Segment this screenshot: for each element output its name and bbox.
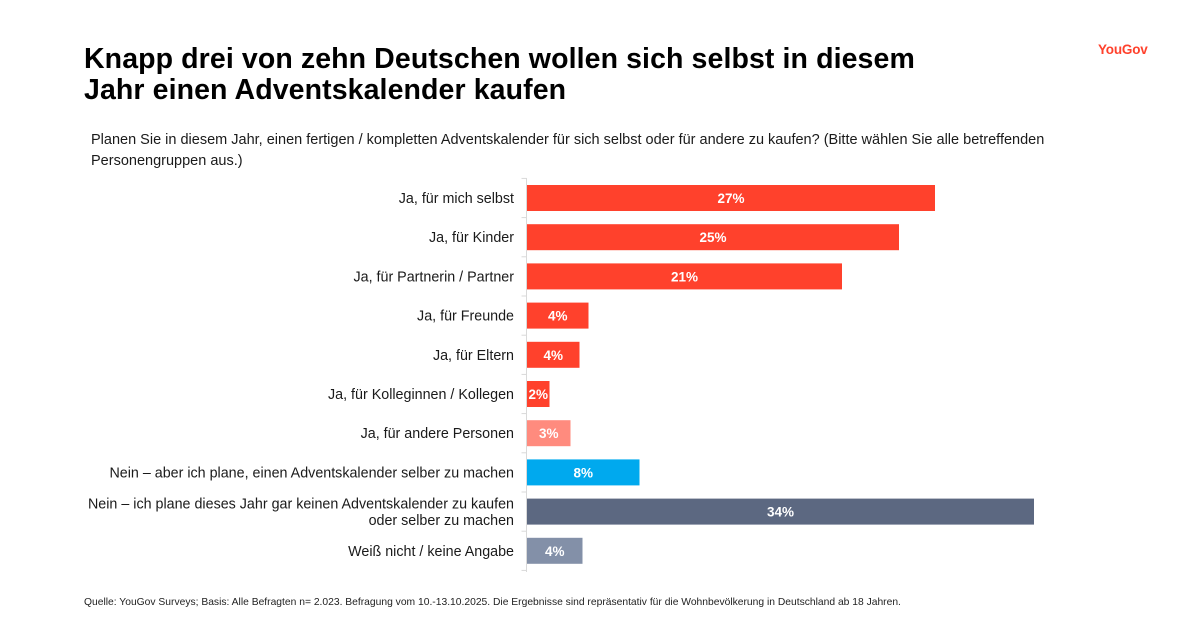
bar <box>527 498 1034 525</box>
category-label: Weiß nicht / keine Angabe <box>348 544 514 560</box>
category-label: Ja, für Kinder <box>429 230 514 246</box>
category-label: Ja, für Eltern <box>433 348 514 364</box>
category-label: Ja, für Freunde <box>417 309 514 325</box>
category-label: Nein – ich plane dieses Jahr gar keinen … <box>88 496 514 512</box>
bar <box>527 263 842 290</box>
title-line-2: Jahr einen Adventskalender kaufen <box>84 74 567 106</box>
bar-value-label: 4% <box>548 309 568 324</box>
category-label: Nein – aber ich plane, einen Adventskale… <box>109 465 514 481</box>
bar <box>527 185 935 211</box>
page-title: Knapp drei von zehn Deutschen wollen sic… <box>84 44 1084 106</box>
bar-value-label: 3% <box>539 426 559 441</box>
bar <box>527 341 580 368</box>
bar-value-label: 4% <box>543 348 563 363</box>
bar-value-label: 4% <box>545 544 565 559</box>
bar-value-label: 2% <box>528 387 548 402</box>
bar <box>527 420 571 447</box>
bar-value-label: 34% <box>767 505 794 520</box>
category-label: oder selber zu machen <box>369 513 514 529</box>
bar <box>527 537 583 564</box>
yougov-logo: YouGov <box>1098 42 1148 57</box>
bar <box>527 459 640 486</box>
bar <box>527 224 899 251</box>
category-label: Ja, für Kolleginnen / Kollegen <box>328 387 514 403</box>
category-label: Ja, für Partnerin / Partner <box>353 269 514 285</box>
bar-value-label: 21% <box>671 269 698 284</box>
category-label: Ja, für mich selbst <box>399 191 514 207</box>
survey-question: Planen Sie in diesem Jahr, einen fertige… <box>91 132 1045 169</box>
bar-value-label: 27% <box>717 191 744 206</box>
title-line-1: Knapp drei von zehn Deutschen wollen sic… <box>84 43 915 75</box>
bar-value-label: 25% <box>699 230 726 245</box>
bar-value-label: 8% <box>573 465 593 480</box>
bar <box>527 302 589 329</box>
source-footnote: Quelle: YouGov Surveys; Basis: Alle Befr… <box>84 597 901 608</box>
category-label: Ja, für andere Personen <box>361 426 514 442</box>
bar <box>527 381 550 407</box>
